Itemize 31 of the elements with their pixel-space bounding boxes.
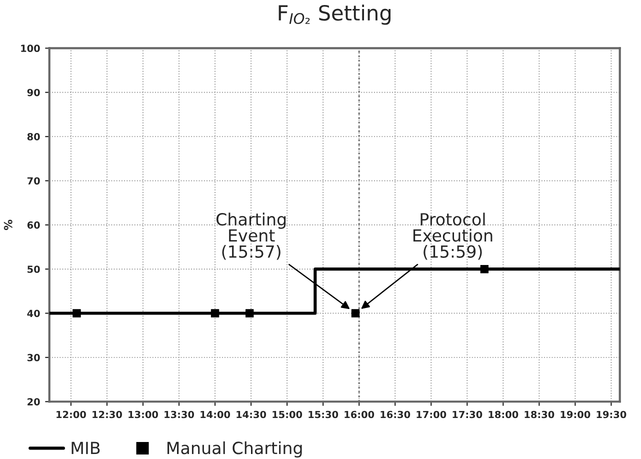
x-tick-label: 12:30 <box>92 410 122 418</box>
x-tick-label: 17:30 <box>452 410 482 418</box>
y-tick-label: 90 <box>27 88 40 96</box>
y-tick-label: 100 <box>21 44 40 52</box>
x-tick-label: 14:00 <box>200 410 230 418</box>
y-tick-label: 50 <box>28 266 40 273</box>
y-tick-label: 70 <box>27 177 40 185</box>
y-tick-label: 80 <box>27 133 40 140</box>
y-tick-label: 40 <box>27 310 40 318</box>
x-tick-label: 18:00 <box>488 410 518 418</box>
x-tick-label: 17:00 <box>416 410 446 418</box>
x-tick-label: 16:30 <box>380 410 410 418</box>
x-tick-label: 18:30 <box>524 410 554 418</box>
annotation: Charting Event (15:57) <box>216 212 286 260</box>
x-tick-label: 19:00 <box>560 410 590 418</box>
x-tick-label: 16:00 <box>344 410 374 418</box>
x-tick-label: 13:00 <box>128 410 158 418</box>
x-tick-label: 13:30 <box>164 410 194 418</box>
x-tick-label: 15:00 <box>272 410 302 418</box>
legend-label: Manual Charting <box>167 441 302 458</box>
annotation: Protocol Execution (15:59) <box>413 212 492 260</box>
y-tick-label: 60 <box>27 221 40 229</box>
x-tick-label: 19:30 <box>596 410 626 418</box>
legend-label: MIB <box>72 442 100 454</box>
x-tick-label: 12:00 <box>56 410 86 418</box>
y-tick-label: 20 <box>28 398 40 406</box>
chart-title: F$_{IO₂}$ Setting <box>278 4 390 25</box>
x-tick-label: 15:30 <box>308 410 338 418</box>
y-axis-title: % <box>4 220 12 230</box>
x-tick-label: 14:30 <box>236 410 266 418</box>
y-tick-label: 30 <box>27 354 40 362</box>
